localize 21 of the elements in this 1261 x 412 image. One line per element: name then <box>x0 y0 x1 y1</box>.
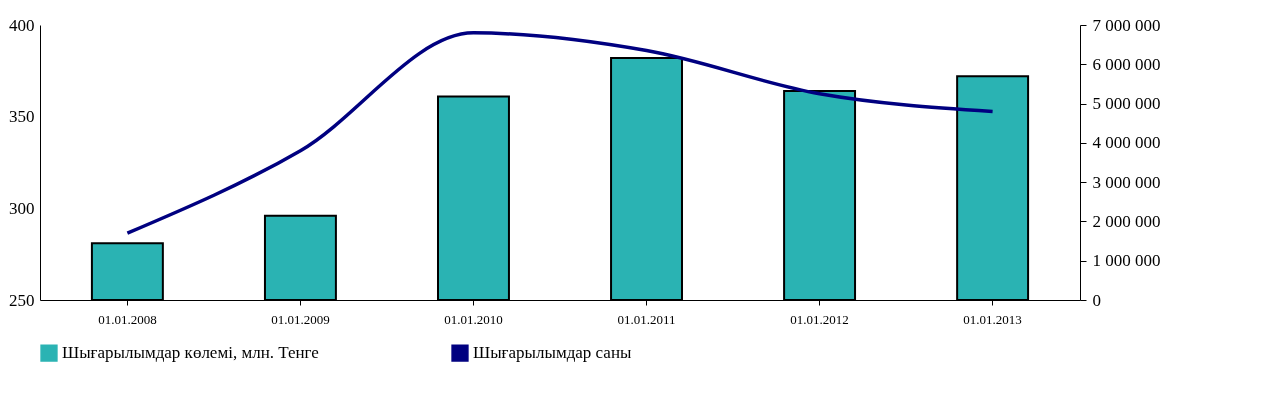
y-tick-label: 350 <box>9 107 35 127</box>
x-tick-label: 01.01.2010 <box>444 311 503 327</box>
legend-label: Шығарылымдар көлемі, млн. Тенге <box>62 343 319 363</box>
y-tick-label: 250 <box>9 290 35 310</box>
y2-tick-label: 4 000 000 <box>1092 133 1161 153</box>
y2-tick-label: 5 000 000 <box>1092 94 1161 114</box>
line-series <box>125 31 995 235</box>
x-tick-label: 01.01.2009 <box>271 311 330 327</box>
x-tick-label: 01.01.2008 <box>98 311 157 327</box>
x-tick-label: 01.01.2011 <box>617 311 676 327</box>
y2-tick-label: 6 000 000 <box>1092 54 1161 74</box>
x-tick-label: 01.01.2013 <box>963 311 1022 327</box>
legend-label: Шығарылымдар саны <box>473 343 633 363</box>
y2-tick-label: 1 000 000 <box>1092 251 1161 271</box>
x-tick-label: 01.01.2012 <box>790 311 849 327</box>
y2-tick-label: 0 <box>1092 290 1101 310</box>
y2-tick-label: 2 000 000 <box>1092 211 1161 231</box>
y2-tick-label: 7 000 000 <box>1092 15 1161 35</box>
y-tick-label: 300 <box>9 198 35 218</box>
y2-tick-label: 3 000 000 <box>1092 172 1161 192</box>
y-tick-label: 400 <box>9 15 35 35</box>
